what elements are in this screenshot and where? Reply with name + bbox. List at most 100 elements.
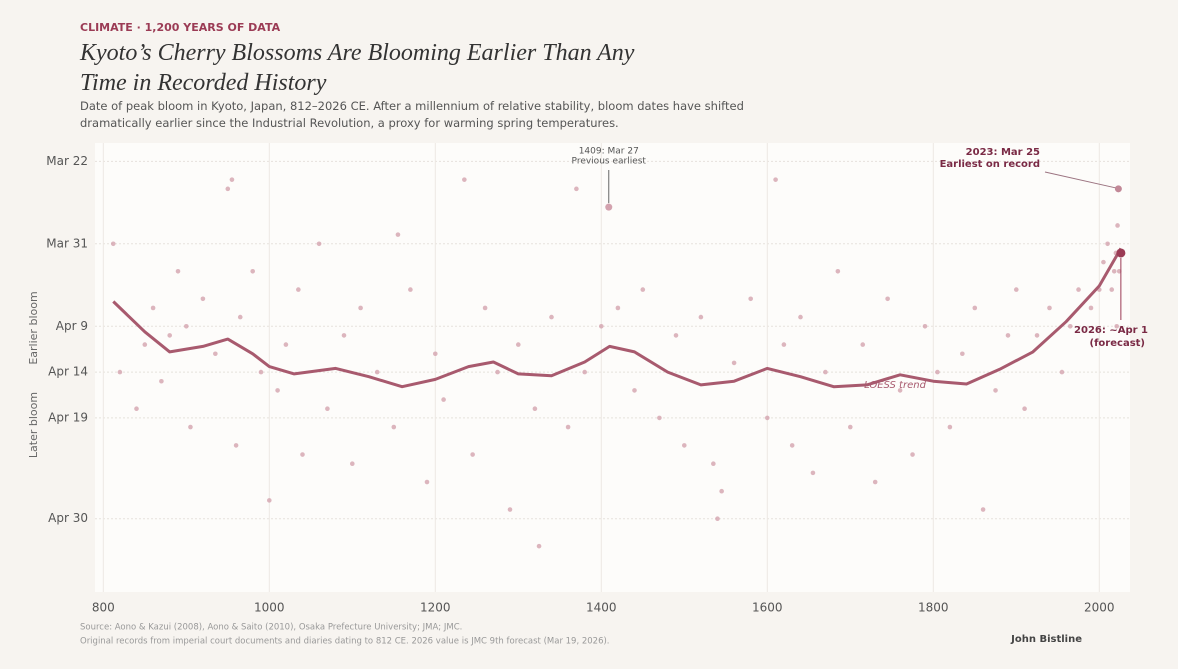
data-point — [1034, 333, 1040, 338]
data-point — [237, 314, 243, 320]
data-point — [1114, 323, 1120, 329]
data-point — [283, 342, 289, 347]
data-point — [872, 479, 878, 485]
x-tick-label: 1200 — [420, 601, 451, 615]
data-point — [532, 406, 538, 412]
data-point — [565, 424, 571, 430]
data-point — [200, 296, 206, 302]
chart-title: Kyoto’s Cherry Blossoms Are Blooming Ear… — [80, 40, 635, 96]
data-point — [395, 232, 401, 237]
annotation: (forecast) — [1090, 338, 1145, 349]
data-point — [1115, 223, 1120, 228]
data-point — [1111, 268, 1117, 274]
y-tick-label: Apr 30 — [48, 511, 88, 525]
data-point — [1088, 305, 1094, 311]
data-point — [341, 333, 347, 338]
x-tick-label: 800 — [92, 601, 115, 615]
annotation: Previous earliest — [572, 157, 647, 167]
annotation: 2026: ~Apr 1 — [1074, 325, 1148, 336]
data-point — [225, 186, 231, 192]
trend-line — [112, 247, 1123, 389]
data-point — [358, 305, 363, 311]
data-point — [167, 333, 172, 338]
data-point — [462, 177, 467, 182]
x-tick-label: 1800 — [918, 601, 949, 615]
data-point — [391, 424, 397, 430]
data-point — [748, 296, 753, 302]
data-point — [266, 498, 272, 503]
data-point — [175, 268, 181, 274]
data-point — [250, 268, 255, 274]
data-point — [781, 342, 787, 347]
y-tick-label: Apr 19 — [48, 410, 88, 424]
y-tick-label: Mar 31 — [46, 236, 88, 250]
data-point — [1005, 333, 1011, 338]
y-axis-label: Later bloom — [27, 392, 40, 458]
author: John Bistline — [1010, 634, 1082, 645]
x-tick-label: 2000 — [1084, 601, 1115, 615]
data-point — [1022, 406, 1027, 412]
data-point — [1116, 268, 1122, 274]
data-point — [213, 351, 218, 357]
highlight-point — [1116, 248, 1126, 258]
data-point — [673, 333, 679, 338]
data-point — [1013, 287, 1019, 292]
data-point — [316, 241, 322, 247]
data-point — [1101, 259, 1106, 265]
data-point — [258, 369, 264, 375]
data-point — [432, 351, 438, 357]
data-point — [993, 388, 998, 393]
data-point — [810, 470, 816, 476]
data-point — [632, 388, 637, 393]
data-point — [698, 314, 704, 320]
data-point — [823, 369, 828, 375]
y-tick-label: Apr 9 — [56, 319, 88, 333]
x-tick-label: 1000 — [254, 601, 285, 615]
data-point — [860, 342, 866, 347]
data-point — [773, 177, 778, 182]
data-point — [183, 323, 189, 329]
data-point — [615, 305, 621, 311]
data-point — [910, 452, 915, 457]
data-point — [408, 287, 413, 292]
data-point — [150, 305, 156, 311]
data-point — [715, 516, 720, 521]
source-note: Original records from imperial court doc… — [80, 637, 610, 647]
data-point — [110, 241, 116, 247]
data-point — [1067, 323, 1073, 329]
data-point — [1109, 287, 1115, 292]
data-point — [515, 342, 521, 347]
data-point — [598, 323, 604, 329]
data-point — [349, 461, 355, 467]
data-point — [719, 488, 724, 494]
highlight-point — [1114, 185, 1122, 193]
data-point — [296, 287, 301, 292]
data-point — [574, 186, 579, 192]
data-point — [1059, 369, 1065, 375]
source: Source: Aono & Kazui (2008), Aono & Sait… — [80, 623, 462, 633]
data-point — [142, 342, 148, 347]
data-point — [507, 507, 513, 512]
data-point — [681, 443, 687, 448]
data-point — [1076, 287, 1081, 292]
leader-line — [1044, 171, 1116, 189]
data-point — [847, 424, 853, 430]
data-point — [482, 305, 488, 311]
data-point — [134, 406, 139, 412]
data-point — [374, 369, 380, 375]
data-point — [325, 406, 330, 412]
data-point — [798, 314, 803, 320]
kicker: CLIMATE · 1,200 YEARS OF DATA — [80, 21, 281, 34]
data-point — [188, 424, 193, 430]
annotation: 2023: Mar 25 — [966, 147, 1040, 158]
data-point — [495, 369, 500, 375]
data-point — [117, 369, 123, 375]
x-tick-label: 1400 — [586, 601, 617, 615]
data-point — [582, 369, 587, 375]
subtitle: Date of peak bloom in Kyoto, Japan, 812–… — [80, 99, 744, 130]
data-point — [657, 415, 662, 421]
data-point — [711, 461, 716, 467]
data-point — [947, 424, 953, 430]
data-point — [424, 479, 430, 485]
data-point — [1047, 305, 1052, 311]
